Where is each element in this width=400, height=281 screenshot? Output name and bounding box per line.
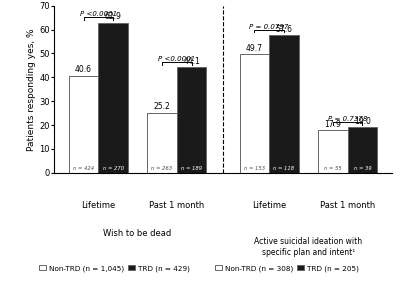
Text: 17.9: 17.9 [324, 120, 341, 129]
Bar [240, 54, 269, 173]
Text: Past 1 month: Past 1 month [149, 201, 204, 210]
Text: Past 1 month: Past 1 month [320, 201, 375, 210]
Text: n = 424: n = 424 [73, 166, 94, 171]
Text: n = 118: n = 118 [273, 166, 294, 171]
Text: n = 189: n = 189 [181, 166, 202, 171]
Text: n = 39: n = 39 [354, 166, 371, 171]
Text: Lifetime: Lifetime [81, 201, 116, 210]
Text: n = 270: n = 270 [102, 166, 124, 171]
Bar [69, 76, 98, 173]
Text: 25.2: 25.2 [154, 102, 170, 111]
Text: n = 263: n = 263 [152, 166, 173, 171]
Bar [348, 128, 377, 173]
Text: P <0.0001: P <0.0001 [158, 56, 195, 62]
Text: Lifetime: Lifetime [252, 201, 286, 210]
Y-axis label: Patients responding yes, %: Patients responding yes, % [28, 28, 36, 151]
Text: P = 0.7378: P = 0.7378 [328, 116, 367, 122]
Legend: Non-TRD (n = 1,045), TRD (n = 429): Non-TRD (n = 1,045), TRD (n = 429) [36, 262, 193, 275]
Bar [318, 130, 348, 173]
Text: n = 153: n = 153 [244, 166, 265, 171]
Legend: Non-TRD (n = 308), TRD (n = 205): Non-TRD (n = 308), TRD (n = 205) [212, 262, 362, 275]
Text: P = 0.0797: P = 0.0797 [250, 24, 289, 30]
Text: 62.9: 62.9 [105, 12, 122, 21]
Text: 44.1: 44.1 [183, 57, 200, 66]
Bar [147, 113, 177, 173]
Text: 57.6: 57.6 [276, 25, 292, 34]
Bar [98, 22, 128, 173]
Text: Wish to be dead: Wish to be dead [104, 229, 172, 238]
Text: 19.0: 19.0 [354, 117, 371, 126]
Text: 40.6: 40.6 [75, 65, 92, 74]
Text: 49.7: 49.7 [246, 44, 263, 53]
Bar [177, 67, 206, 173]
Text: Active suicidal ideation with
specific plan and intent¹: Active suicidal ideation with specific p… [254, 237, 362, 257]
Text: n = 55: n = 55 [324, 166, 342, 171]
Bar [269, 35, 299, 173]
Text: P <0.0001: P <0.0001 [80, 11, 117, 17]
